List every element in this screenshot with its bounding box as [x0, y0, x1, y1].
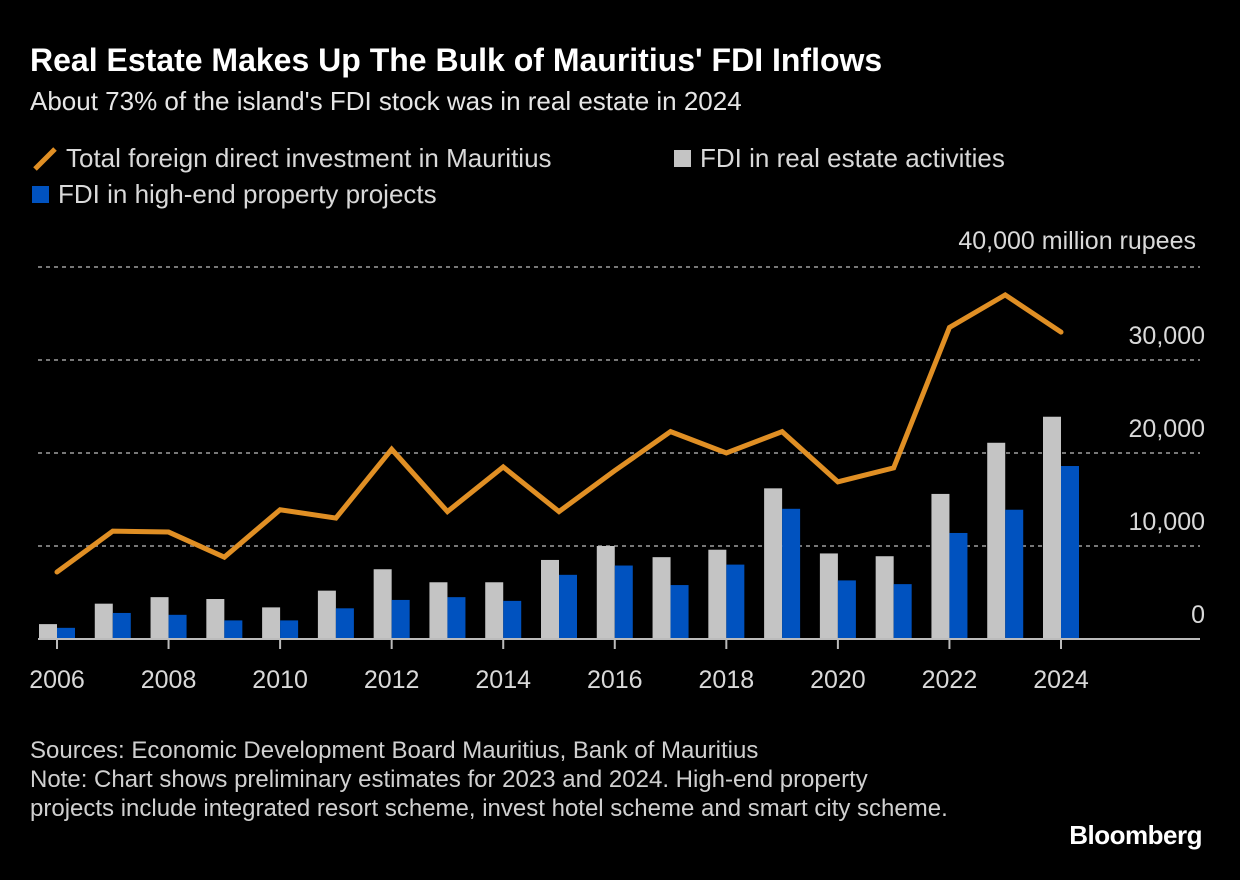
bar-high-end	[447, 597, 466, 639]
bar-high-end	[57, 627, 75, 639]
bar-real-estate	[764, 488, 783, 639]
x-tick-label: 2024	[1033, 666, 1089, 694]
bar-real-estate	[373, 569, 392, 639]
bar-high-end	[670, 585, 689, 639]
bar-real-estate	[652, 557, 671, 639]
bar-high-end	[112, 612, 131, 639]
bar-high-end	[280, 620, 299, 639]
line-total-fdi	[54, 291, 1064, 575]
bar-real-estate	[819, 553, 838, 639]
gray-swatch-icon	[674, 150, 691, 167]
bar-real-estate	[875, 556, 894, 639]
x-tick-label: 2012	[364, 666, 420, 694]
blue-swatch-icon	[32, 186, 49, 203]
note-text: Note: Chart shows preliminary estimates …	[30, 766, 948, 822]
bar-real-estate	[485, 582, 504, 639]
y-axis-unit-label: 40,000 million rupees	[958, 227, 1196, 255]
bar-real-estate	[596, 546, 615, 639]
y-tick-label: 10,000	[1129, 508, 1205, 536]
bar-real-estate	[94, 603, 113, 639]
bar-high-end	[335, 608, 354, 639]
x-tick-label: 2016	[587, 666, 643, 694]
legend-label: Total foreign direct investment in Mauri…	[66, 143, 552, 173]
bar-real-estate	[150, 597, 169, 639]
bar-high-end	[503, 600, 522, 639]
bar-real-estate	[541, 559, 559, 639]
legend-label: FDI in high-end property projects	[58, 179, 437, 209]
y-tick-label: 0	[1191, 601, 1205, 629]
bar-real-estate	[429, 582, 448, 639]
x-tick-label: 2006	[29, 666, 85, 694]
legend-item-total-fdi: Total foreign direct investment in Mauri…	[32, 143, 552, 174]
bar-real-estate	[987, 442, 1006, 639]
bar-real-estate	[1043, 416, 1061, 639]
legend-item-high-end: FDI in high-end property projects	[32, 179, 437, 210]
bar-real-estate	[39, 624, 57, 639]
footer: Sources: Economic Development Board Maur…	[30, 736, 950, 823]
x-tick-label: 2008	[141, 666, 197, 694]
bar-high-end	[893, 584, 912, 639]
legend-item-real-estate: FDI in real estate activities	[674, 143, 1005, 174]
bar-real-estate	[931, 493, 950, 639]
bar-high-end	[224, 620, 243, 639]
chart-title: Real Estate Makes Up The Bulk of Mauriti…	[30, 42, 883, 78]
bar-high-end	[782, 508, 801, 639]
bar-real-estate	[708, 549, 727, 639]
bar-high-end	[391, 599, 410, 639]
bar-high-end	[949, 532, 968, 639]
y-tick-label: 30,000	[1129, 322, 1205, 350]
bar-high-end	[1005, 509, 1024, 639]
bar-real-estate	[262, 607, 281, 639]
legend-label: FDI in real estate activities	[700, 143, 1005, 173]
bar-high-end	[168, 614, 187, 639]
y-tick-label: 20,000	[1129, 415, 1205, 443]
x-tick-label: 2020	[810, 666, 866, 694]
bar-high-end	[559, 574, 577, 639]
chart-subtitle: About 73% of the island's FDI stock was …	[30, 86, 742, 116]
bar-real-estate	[317, 590, 336, 639]
x-tick-label: 2018	[699, 666, 755, 694]
bar-real-estate	[206, 599, 225, 639]
bar-high-end	[726, 564, 745, 639]
x-tick-label: 2014	[475, 666, 531, 694]
bar-high-end	[1061, 466, 1079, 639]
x-tick-label: 2010	[252, 666, 308, 694]
bar-high-end	[614, 565, 633, 639]
line-swatch-icon	[33, 146, 57, 171]
bloomberg-logo: Bloomberg	[1069, 820, 1202, 850]
bar-high-end	[837, 580, 856, 639]
x-tick-label: 2022	[922, 666, 978, 694]
sources-text: Sources: Economic Development Board Maur…	[30, 737, 759, 764]
